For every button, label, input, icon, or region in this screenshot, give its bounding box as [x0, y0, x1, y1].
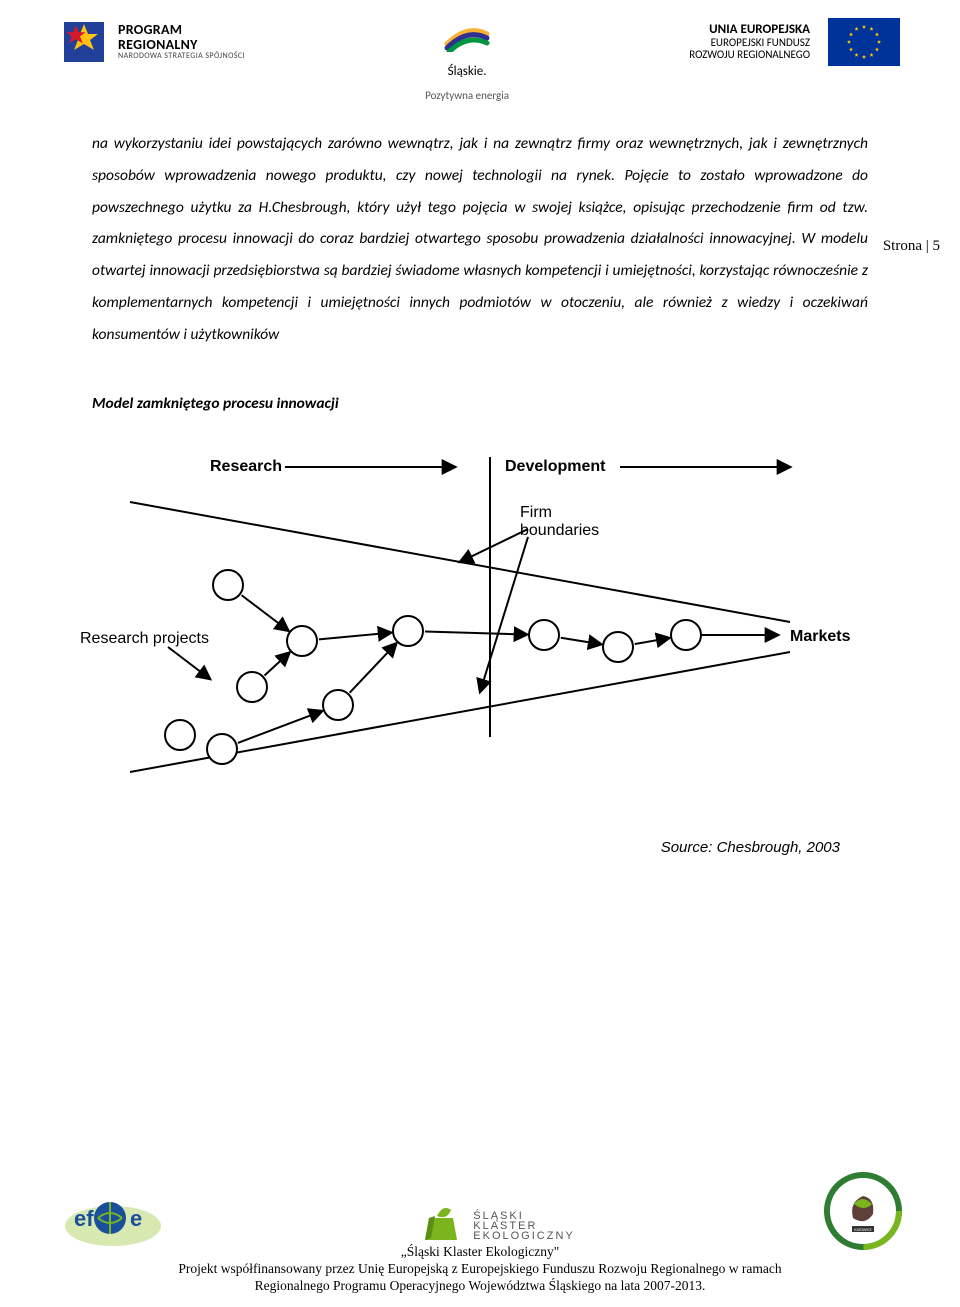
diagram-source: Source: Chesbrough, 2003	[0, 839, 960, 856]
slaskie-block: Śląskie. Pozytywna energia	[425, 18, 509, 102]
eu-line1: UNIA EUROPEJSKA	[689, 23, 810, 37]
eu-text: UNIA EUROPEJSKA EUROPEJSKI FUNDUSZ ROZWO…	[689, 23, 810, 61]
footer: ef e ŚLĄSKI KLASTER EKOLOGICZNY	[0, 1172, 960, 1295]
efoe-logo-icon: ef e	[58, 1186, 168, 1250]
svg-text:Research projects: Research projects	[80, 630, 209, 647]
program-regionalny-block: PROGRAM REGIONALNY NARODOWA STRATEGIA SP…	[60, 18, 245, 66]
eu-block: UNIA EUROPEJSKA EUROPEJSKI FUNDUSZ ROZWO…	[689, 18, 900, 66]
ite-logo-icon: KATOWICE	[824, 1172, 902, 1250]
footer-line2: Projekt współfinansowany przez Unię Euro…	[58, 1261, 902, 1278]
svg-text:e: e	[130, 1206, 142, 1231]
header: PROGRAM REGIONALNY NARODOWA STRATEGIA SP…	[0, 0, 960, 112]
eu-flag-icon	[828, 18, 900, 66]
pr-line3: NARODOWA STRATEGIA SPÓJNOŚCI	[118, 52, 245, 60]
svg-text:Markets: Markets	[790, 628, 850, 645]
svg-text:boundaries: boundaries	[520, 522, 599, 539]
content: Strona | 5 na wykorzystaniu idei powstaj…	[0, 112, 960, 413]
closed-innovation-diagram: Research Development Firmboundaries Researc…	[60, 427, 850, 817]
footer-line3: Regionalnego Programu Operacyjnego Wojew…	[58, 1278, 902, 1295]
eu-line3: ROZWOJU REGIONALNEGO	[689, 49, 810, 61]
footer-text: „Śląski Klaster Ekologiczny" Projekt wsp…	[58, 1244, 902, 1295]
footer-title: „Śląski Klaster Ekologiczny"	[58, 1244, 902, 1261]
slaskie-title: Śląskie.	[448, 64, 487, 79]
footer-logos: ef e ŚLĄSKI KLASTER EKOLOGICZNY	[58, 1172, 902, 1250]
page-number: Strona | 5	[883, 238, 940, 255]
main-paragraph: na wykorzystaniu idei powstających zarów…	[92, 128, 868, 350]
diagram: Research Development Firmboundaries Researc…	[0, 413, 960, 817]
slaskie-logo-icon	[441, 18, 493, 52]
section-title: Model zamkniętego procesu innowacji	[92, 394, 868, 413]
program-regionalny-logo	[60, 18, 108, 66]
pr-line2: REGIONALNY	[118, 38, 245, 53]
ske-text: ŚLĄSKI KLASTER EKOLOGICZNY	[473, 1211, 574, 1241]
slaskie-subtitle: Pozytywna energia	[425, 89, 509, 102]
svg-text:Development: Development	[505, 458, 606, 475]
ske-l3: EKOLOGICZNY	[473, 1231, 574, 1241]
program-regionalny-text: PROGRAM REGIONALNY NARODOWA STRATEGIA SP…	[118, 23, 245, 61]
svg-text:Firm: Firm	[520, 504, 552, 521]
ske-logo-block: ŚLĄSKI KLASTER EKOLOGICZNY	[417, 1202, 574, 1250]
svg-text:KATOWICE: KATOWICE	[854, 1228, 871, 1233]
svg-text:Research: Research	[210, 458, 282, 475]
ske-logo-icon	[417, 1202, 465, 1250]
svg-text:ef: ef	[74, 1206, 94, 1231]
